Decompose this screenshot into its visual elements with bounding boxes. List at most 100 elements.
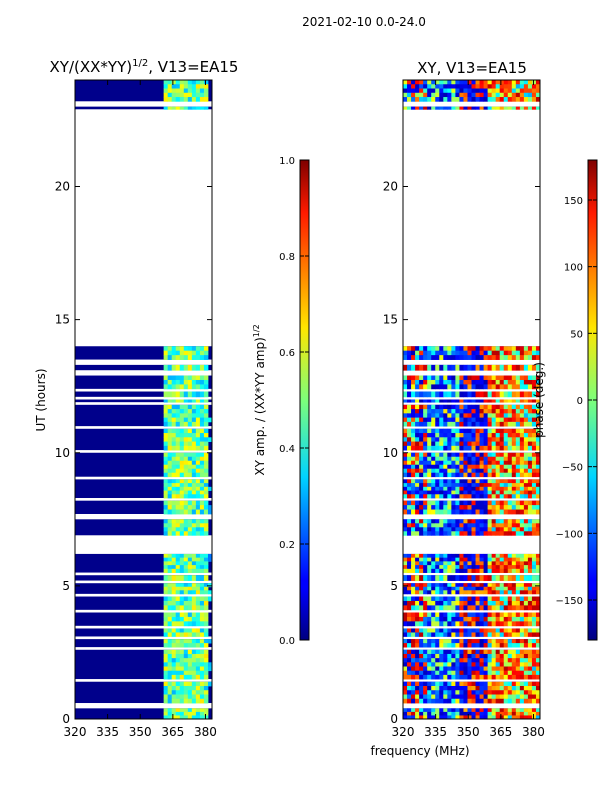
x-tick-label: 380 bbox=[522, 725, 545, 739]
frequency-axis-label: frequency (MHz) bbox=[370, 744, 469, 758]
data-band bbox=[403, 612, 541, 627]
phase-heatmap bbox=[403, 80, 541, 720]
amplitude-colorbar-ticks: 0.0 0.2 0.4 0.6 0.8 1.0 bbox=[279, 156, 309, 647]
y-tick-label: 10 bbox=[383, 446, 398, 460]
data-band bbox=[75, 80, 212, 102]
data-band bbox=[75, 649, 213, 680]
data-band bbox=[75, 596, 213, 611]
data-band bbox=[403, 628, 541, 637]
data-band bbox=[403, 583, 541, 595]
colorbar-tick-label: −100 bbox=[556, 529, 583, 540]
colorbar-tick-label: 0.4 bbox=[279, 444, 295, 455]
colorbar-tick-label: 100 bbox=[564, 263, 583, 274]
data-band bbox=[75, 575, 212, 581]
amplitude-plot-frame bbox=[74, 79, 213, 720]
x-tick-label: 320 bbox=[64, 725, 87, 739]
amplitude-colorbar-label: XY amp. / (XX*YY amp)1/2 bbox=[252, 324, 267, 475]
phase-panel: XY, V13=EA15 320 335 350 365 380 0 5 10 15 20 bbox=[383, 59, 545, 739]
colorbar-tick-label: 0 bbox=[577, 396, 583, 407]
amplitude-colorbar: 0.0 0.2 0.4 0.6 0.8 1.0 XY amp. / (XX*YY amp)… bbox=[252, 156, 310, 647]
phase-colorbar: −150 −100 −50 0 50 100 150 phase (deg.) bbox=[532, 159, 598, 641]
data-band bbox=[75, 639, 213, 648]
y-tick-label: 0 bbox=[62, 712, 70, 726]
data-band bbox=[403, 80, 541, 102]
x-tick-label: 335 bbox=[424, 725, 447, 739]
data-band bbox=[75, 452, 212, 478]
amplitude-y-axis: 0 5 10 15 20 bbox=[55, 180, 212, 726]
data-band bbox=[403, 364, 541, 371]
data-band bbox=[403, 681, 541, 704]
data-band bbox=[75, 391, 212, 398]
data-band bbox=[403, 519, 541, 536]
data-band bbox=[403, 404, 541, 427]
y-tick-label: 20 bbox=[383, 180, 398, 194]
phase-panel-title: XY, V13=EA15 bbox=[417, 59, 527, 77]
x-tick-label: 380 bbox=[194, 725, 217, 739]
data-band bbox=[403, 553, 541, 573]
colorbar-tick-label: 1.0 bbox=[279, 156, 295, 167]
figure-title: 2021-02-10 0.0-24.0 bbox=[302, 15, 426, 29]
amplitude-panel: XY/(XX*YY)1/2, V13=EA15 320 335 350 365 380 … bbox=[34, 58, 238, 739]
data-band bbox=[403, 428, 541, 451]
amplitude-y-axis-label: UT (hours) bbox=[34, 368, 48, 431]
data-band bbox=[403, 375, 541, 390]
phase-y-axis: 0 5 10 15 20 bbox=[383, 180, 540, 726]
data-band bbox=[75, 106, 212, 110]
colorbar-tick-label: 150 bbox=[564, 196, 583, 207]
phase-colorbar-ticks: −150 −100 −50 0 50 100 150 bbox=[556, 196, 597, 607]
data-band bbox=[403, 639, 541, 648]
data-band bbox=[75, 708, 212, 720]
colorbar-tick-label: −150 bbox=[556, 596, 583, 607]
y-tick-label: 0 bbox=[390, 712, 398, 726]
data-band bbox=[75, 681, 213, 704]
data-band bbox=[75, 612, 212, 627]
data-band bbox=[403, 479, 541, 499]
colorbar-tick-label: −50 bbox=[562, 463, 583, 474]
colorbar-tick-label: 0.8 bbox=[279, 252, 295, 263]
data-band bbox=[75, 404, 213, 427]
phase-x-axis: 320 335 350 365 380 bbox=[392, 80, 545, 739]
colorbar-tick-label: 0.0 bbox=[279, 636, 295, 647]
data-band bbox=[403, 399, 541, 403]
data-band bbox=[75, 399, 212, 403]
data-band bbox=[403, 596, 541, 611]
y-tick-label: 5 bbox=[62, 579, 70, 593]
y-tick-label: 15 bbox=[383, 313, 398, 327]
y-tick-label: 5 bbox=[390, 579, 398, 593]
x-tick-label: 335 bbox=[96, 725, 119, 739]
data-band bbox=[75, 375, 212, 390]
amplitude-colorbar-gradient bbox=[299, 159, 310, 641]
data-band bbox=[403, 346, 541, 360]
data-band bbox=[75, 346, 212, 360]
data-band bbox=[403, 500, 541, 515]
data-band bbox=[75, 364, 212, 371]
data-band bbox=[403, 575, 541, 581]
colorbar-tick-label: 0.6 bbox=[279, 348, 295, 359]
data-band bbox=[75, 500, 213, 515]
y-tick-label: 15 bbox=[55, 313, 70, 327]
x-tick-label: 350 bbox=[457, 725, 480, 739]
x-tick-label: 365 bbox=[161, 725, 184, 739]
colorbar-tick-label: 0.2 bbox=[279, 540, 295, 551]
data-band bbox=[403, 708, 541, 720]
amplitude-x-axis: 320 335 350 365 380 bbox=[64, 80, 217, 739]
data-band bbox=[75, 583, 213, 595]
y-tick-label: 10 bbox=[55, 446, 70, 460]
y-tick-label: 20 bbox=[55, 180, 70, 194]
data-band bbox=[403, 452, 541, 478]
data-band bbox=[403, 391, 541, 398]
data-band bbox=[403, 649, 541, 680]
data-band bbox=[75, 628, 212, 637]
data-band bbox=[75, 428, 213, 451]
x-tick-label: 350 bbox=[129, 725, 152, 739]
x-tick-label: 365 bbox=[489, 725, 512, 739]
colorbar-tick-label: 50 bbox=[570, 329, 583, 340]
phase-colorbar-label: phase (deg.) bbox=[532, 362, 546, 438]
x-tick-label: 320 bbox=[392, 725, 415, 739]
data-band bbox=[75, 479, 213, 499]
data-band bbox=[75, 519, 212, 536]
amplitude-heatmap bbox=[75, 80, 213, 720]
data-band bbox=[75, 553, 213, 573]
amplitude-panel-title: XY/(XX*YY)1/2, V13=EA15 bbox=[50, 58, 239, 76]
phase-plot-frame bbox=[402, 79, 541, 720]
